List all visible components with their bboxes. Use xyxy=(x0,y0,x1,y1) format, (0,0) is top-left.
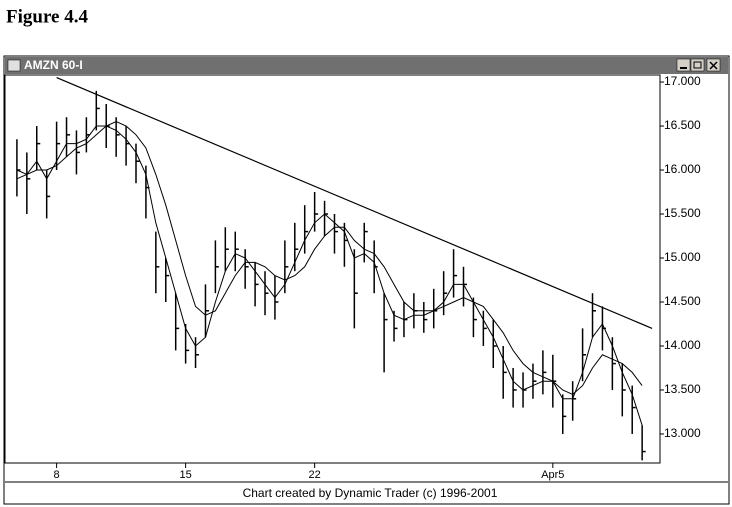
y-tick-label: 13.000 xyxy=(664,426,701,440)
y-tick-label: 14.000 xyxy=(664,338,701,352)
y-tick-label: 16.500 xyxy=(664,118,701,132)
minimize-button[interactable] xyxy=(676,58,691,72)
moving-average xyxy=(16,121,643,395)
x-tick-label: 15 xyxy=(179,469,191,481)
y-tick-label: 16.000 xyxy=(664,162,701,176)
plot-area xyxy=(4,74,661,464)
title-bar[interactable] xyxy=(5,57,728,74)
maximize-button[interactable] xyxy=(690,58,705,72)
footer: Chart created by Dynamic Trader (c) 1996… xyxy=(243,486,498,500)
maximize-glyph xyxy=(693,61,702,69)
window-title: AMZN 60-I xyxy=(24,58,83,72)
x-tick-label: Apr5 xyxy=(541,469,564,481)
window-icon[interactable] xyxy=(7,59,21,72)
y-tick-label: 17.000 xyxy=(664,74,701,88)
figure-label: Figure 4.4 xyxy=(6,6,88,27)
y-tick-label: 14.500 xyxy=(664,294,701,308)
y-tick-label: 13.500 xyxy=(664,382,701,396)
close-glyph xyxy=(709,61,718,70)
y-tick-label: 15.500 xyxy=(664,206,701,220)
moving-average xyxy=(16,125,643,426)
x-tick-label: 22 xyxy=(309,469,321,481)
trendline xyxy=(56,77,653,329)
y-tick-label: 15.000 xyxy=(664,250,701,264)
x-tick-label: 8 xyxy=(54,469,60,481)
